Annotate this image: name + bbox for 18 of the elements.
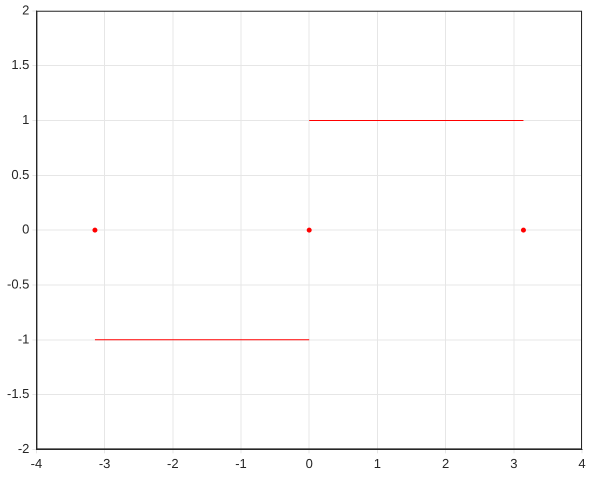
y-tick-label: 0.5	[11, 166, 30, 182]
y-tick-label: -1	[18, 331, 30, 346]
x-tick-label: -3	[98, 456, 110, 471]
x-tick-label: -4	[30, 456, 42, 471]
x-tick-label: -1	[235, 456, 247, 471]
x-tick-label: 0	[306, 456, 313, 471]
x-tick-label: -2	[167, 456, 179, 471]
x-tick-label: 4	[578, 456, 586, 471]
y-tick-label: -2	[18, 440, 30, 456]
y-tick-label: 1	[22, 112, 30, 128]
y-tick-label: 1.5	[11, 57, 30, 72]
y-tick-label: 2	[22, 2, 30, 18]
y-tick-label: -1.5	[6, 386, 30, 402]
y-tick-label: 0	[22, 222, 30, 237]
x-tick-label: 2	[442, 456, 450, 471]
x-tick-label: 3	[510, 456, 518, 471]
y-tick-label: -0.5	[6, 276, 30, 292]
x-tick-label: 1	[374, 456, 382, 471]
